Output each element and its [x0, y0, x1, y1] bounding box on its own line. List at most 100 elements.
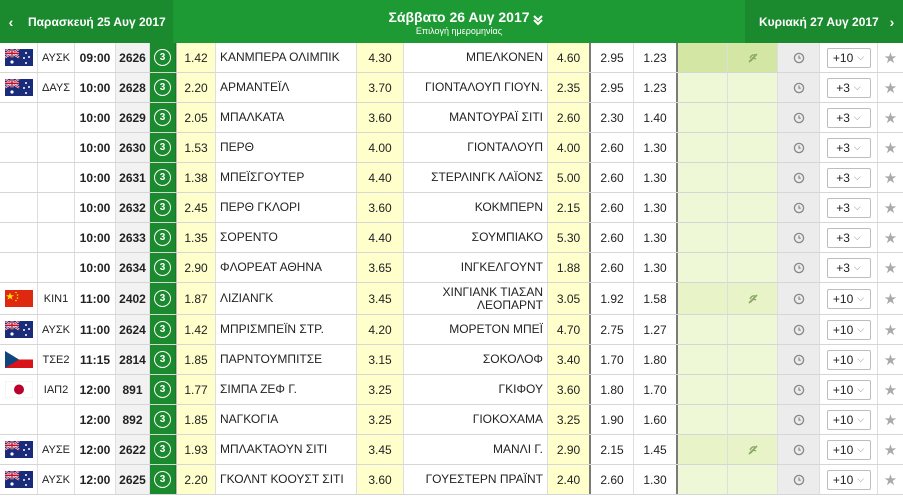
more-markets-count[interactable]: +3 — [836, 110, 850, 125]
odd-home-value[interactable]: 2.05 — [184, 110, 208, 125]
odd-home-value[interactable]: 1.87 — [184, 291, 208, 306]
chevron-down-icon[interactable]: ⌵ — [857, 354, 865, 364]
more-markets-count[interactable]: +10 — [832, 382, 854, 397]
chevron-down-icon[interactable]: ⌵ — [853, 262, 861, 272]
odd-under-value[interactable]: 2.60 — [600, 200, 624, 215]
star-icon[interactable]: ★ — [883, 351, 898, 369]
chevron-down-icon[interactable]: ⌵ — [853, 112, 861, 122]
clock-icon[interactable] — [793, 474, 805, 486]
odd-away-win[interactable]: 4.70 — [548, 315, 591, 344]
odd-home-win[interactable]: 1.38 — [176, 163, 216, 192]
odd-under-value[interactable]: 2.60 — [600, 170, 624, 185]
more-markets-count[interactable]: +3 — [836, 170, 850, 185]
star-icon[interactable]: ★ — [883, 49, 898, 67]
star-icon[interactable]: ★ — [883, 139, 898, 157]
odd-home-value[interactable]: 2.20 — [184, 472, 208, 487]
odd-home-win[interactable]: 1.77 — [176, 375, 216, 404]
odd-over-value[interactable]: 1.30 — [643, 140, 667, 155]
star-icon[interactable]: ★ — [883, 381, 898, 399]
odd-home-value[interactable]: 1.85 — [184, 412, 208, 427]
date-picker-label[interactable]: Επιλογή ημερομηνίας — [415, 26, 503, 36]
clock-icon[interactable] — [793, 414, 805, 426]
odd-home-value[interactable]: 2.20 — [184, 80, 208, 95]
odd-draw-value[interactable]: 4.40 — [368, 170, 392, 185]
previous-day-button[interactable]: ‹ Παρασκευή 25 Αυγ 2017 — [0, 0, 173, 43]
more-markets-count[interactable]: +10 — [832, 50, 854, 65]
odd-away-win[interactable]: 3.60 — [548, 375, 591, 404]
odd-under-value[interactable]: 1.80 — [600, 382, 624, 397]
schedule-cell[interactable] — [778, 405, 820, 434]
odd-home-value[interactable]: 1.42 — [184, 322, 208, 337]
odd-home-value[interactable]: 1.77 — [184, 382, 208, 397]
odd-home-value[interactable]: 1.93 — [184, 442, 208, 457]
chevron-down-icon[interactable]: ⌵ — [857, 384, 865, 394]
odd-away-value[interactable]: 2.15 — [556, 200, 581, 215]
more-markets-button[interactable]: +3 ⌵ — [826, 107, 871, 128]
odd-over-value[interactable]: 1.40 — [643, 110, 667, 125]
chevron-down-icon[interactable]: ⌵ — [853, 172, 861, 182]
odd-draw[interactable]: 3.65 — [357, 253, 404, 282]
odd-over[interactable]: 1.70 — [634, 375, 678, 404]
odd-under-value[interactable]: 2.60 — [600, 230, 624, 245]
more-markets-button[interactable]: +10 ⌵ — [826, 47, 871, 68]
star-icon[interactable]: ★ — [883, 321, 898, 339]
odd-away-value[interactable]: 4.70 — [556, 322, 581, 337]
odd-away-value[interactable]: 2.60 — [556, 110, 581, 125]
star-icon[interactable]: ★ — [883, 290, 898, 308]
odd-home-win[interactable]: 1.42 — [176, 315, 216, 344]
more-markets-button[interactable]: +10 ⌵ — [826, 379, 871, 400]
odd-under[interactable]: 2.60 — [591, 465, 634, 494]
odd-away-win[interactable]: 2.90 — [548, 435, 591, 464]
odd-away-value[interactable]: 4.60 — [556, 50, 581, 65]
odd-away-value[interactable]: 4.00 — [556, 140, 581, 155]
odd-over-value[interactable]: 1.30 — [643, 170, 667, 185]
odd-over[interactable]: 1.58 — [634, 283, 678, 314]
odd-under-value[interactable]: 1.92 — [600, 291, 624, 306]
odd-away-value[interactable]: 2.40 — [556, 472, 581, 487]
odd-away-value[interactable]: 5.00 — [556, 170, 581, 185]
odd-home-value[interactable]: 1.53 — [184, 140, 208, 155]
more-markets-count[interactable]: +3 — [836, 230, 850, 245]
schedule-cell[interactable] — [778, 163, 820, 192]
odd-under-value[interactable]: 2.60 — [600, 472, 624, 487]
odd-under-value[interactable]: 2.30 — [600, 110, 624, 125]
star-icon[interactable]: ★ — [883, 199, 898, 217]
odd-draw[interactable]: 4.00 — [357, 133, 404, 162]
clock-icon[interactable] — [793, 444, 805, 456]
odd-home-win[interactable]: 1.53 — [176, 133, 216, 162]
odd-under[interactable]: 2.30 — [591, 103, 634, 132]
schedule-cell[interactable] — [778, 253, 820, 282]
odd-over[interactable]: 1.30 — [634, 193, 678, 222]
clock-icon[interactable] — [793, 232, 805, 244]
more-markets-button[interactable]: +10 ⌵ — [826, 288, 871, 309]
odd-over-value[interactable]: 1.58 — [643, 291, 667, 306]
schedule-cell[interactable] — [778, 283, 820, 314]
odd-draw-value[interactable]: 4.40 — [368, 230, 392, 245]
odd-draw-value[interactable]: 3.45 — [368, 442, 392, 457]
odd-under[interactable]: 2.75 — [591, 315, 634, 344]
more-markets-count[interactable]: +10 — [832, 352, 854, 367]
chevron-right-icon[interactable]: › — [889, 13, 895, 30]
star-icon[interactable]: ★ — [883, 79, 898, 97]
odd-home-win[interactable]: 1.85 — [176, 345, 216, 374]
next-day-button[interactable]: Κυριακή 27 Αυγ 2017 › — [745, 0, 903, 43]
chevron-down-icon[interactable]: ⌵ — [857, 324, 865, 334]
odd-away-value[interactable]: 2.35 — [556, 80, 581, 95]
schedule-cell[interactable] — [778, 133, 820, 162]
odd-home-value[interactable]: 2.45 — [184, 200, 208, 215]
schedule-cell[interactable] — [778, 103, 820, 132]
more-markets-count[interactable]: +3 — [836, 140, 850, 155]
odd-away-win[interactable]: 4.60 — [548, 43, 591, 72]
odd-draw-value[interactable]: 3.25 — [368, 412, 392, 427]
more-markets-count[interactable]: +3 — [836, 80, 850, 95]
odd-home-win[interactable]: 2.05 — [176, 103, 216, 132]
odd-under[interactable]: 2.60 — [591, 253, 634, 282]
chevron-down-icon[interactable]: ⌵ — [857, 52, 865, 62]
odd-under[interactable]: 2.60 — [591, 223, 634, 252]
odd-away-win[interactable]: 3.40 — [548, 345, 591, 374]
current-date-selector[interactable]: Σάββατο 26 Αυγ 2017 Επιλογή ημερομηνίας — [173, 0, 745, 43]
odd-under[interactable]: 2.60 — [591, 193, 634, 222]
odd-draw-value[interactable]: 3.65 — [368, 260, 392, 275]
odd-draw-value[interactable]: 3.45 — [368, 291, 392, 306]
more-markets-button[interactable]: +3 ⌵ — [826, 77, 871, 98]
